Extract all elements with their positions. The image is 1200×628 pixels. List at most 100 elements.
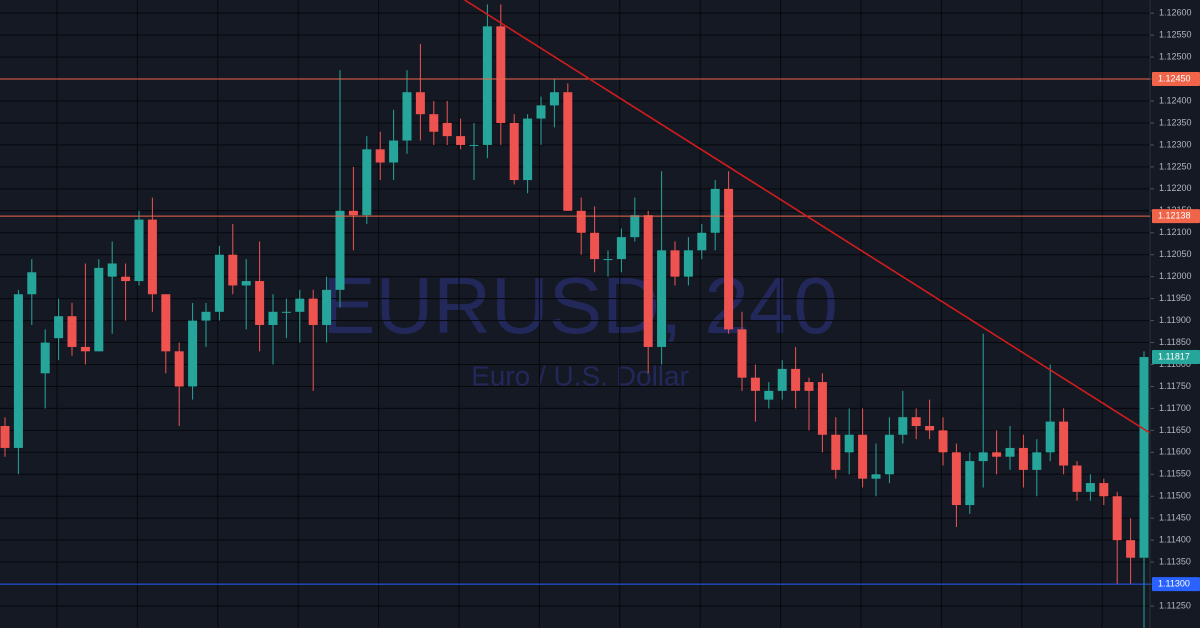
candle-body (322, 289, 332, 325)
candle-body (683, 250, 693, 277)
candle-body (147, 219, 157, 295)
candle-body (415, 92, 425, 115)
candle-body (777, 368, 787, 391)
candle-body (710, 188, 720, 233)
candle-body (442, 122, 452, 137)
level-label-box (1152, 577, 1200, 592)
y-tick-label: 1.12200 (1159, 183, 1192, 193)
candle-body (1018, 447, 1028, 470)
candle-body (791, 368, 801, 391)
last-price-box (1152, 350, 1200, 365)
watermark: EURUSD, 240 (322, 261, 838, 350)
candle-body (1032, 452, 1042, 470)
candle-body (496, 26, 506, 123)
candle-body (697, 232, 707, 251)
last-price-label: 1.11817 (1158, 351, 1190, 361)
candle-body (107, 263, 117, 277)
candle-body (804, 382, 814, 391)
candle-body (228, 254, 238, 286)
candle-body (871, 474, 881, 479)
candle-body (429, 114, 439, 132)
candle-body (616, 237, 626, 260)
candle-body (40, 342, 50, 374)
candle-body (858, 434, 868, 479)
candle-body (1085, 483, 1095, 492)
y-tick-label: 1.12050 (1159, 249, 1192, 259)
candle-body (54, 316, 64, 339)
y-tick-label: 1.11600 (1159, 447, 1191, 457)
candle-body (67, 316, 77, 347)
level-label-box (1152, 209, 1200, 224)
candle-body (201, 311, 211, 321)
y-tick-label: 1.12600 (1159, 8, 1192, 18)
candle-body (348, 210, 358, 216)
candle-body (643, 215, 653, 347)
candle-body (268, 311, 278, 325)
y-tick-label: 1.12500 (1159, 51, 1192, 61)
candle-body (536, 105, 546, 119)
candle-body (295, 298, 305, 312)
candle-body (563, 92, 573, 211)
candle-body (670, 250, 680, 277)
level-label: 1.12138 (1158, 210, 1191, 220)
candle-body (549, 92, 559, 106)
candle-body (724, 188, 734, 330)
y-tick-label: 1.11850 (1159, 337, 1191, 347)
candle-body (817, 382, 827, 435)
candle-body (335, 210, 345, 290)
candle-body (657, 250, 667, 347)
candle-body (161, 294, 171, 352)
candle-body (241, 281, 251, 286)
candle-body (737, 329, 747, 378)
candle-body (94, 267, 104, 352)
candle-body (402, 92, 412, 141)
candle-body (13, 294, 23, 448)
candle-body (911, 417, 921, 426)
candle-body (188, 320, 198, 387)
y-tick-label: 1.11550 (1159, 469, 1191, 479)
candle-body (831, 434, 841, 470)
candle-body (456, 136, 466, 145)
candle-body (80, 346, 90, 352)
y-tick-label: 1.11650 (1159, 425, 1191, 435)
candle-body (1139, 357, 1149, 558)
candle-body (174, 351, 184, 387)
candle-body (1059, 421, 1069, 466)
candle-body (764, 390, 774, 400)
candle-body (1126, 540, 1136, 558)
candle-body (1112, 496, 1122, 541)
candle-body (0, 425, 10, 448)
y-tick-label: 1.11700 (1159, 403, 1191, 413)
y-tick-label: 1.11250 (1159, 600, 1191, 610)
candle-body (375, 149, 385, 163)
candle-body (951, 452, 961, 506)
candle-body (1045, 421, 1055, 453)
candle-body (750, 377, 760, 391)
candle-body (630, 215, 640, 238)
candle-body (255, 281, 265, 325)
candle-body (844, 434, 854, 453)
candle-body (898, 417, 908, 435)
y-tick-label: 1.12000 (1159, 271, 1192, 281)
y-tick-label: 1.12350 (1159, 117, 1192, 127)
trendline (464, 0, 1150, 434)
level-label: 1.11300 (1158, 578, 1190, 588)
candle-body (978, 452, 988, 462)
candle-body (1072, 465, 1082, 492)
y-tick-label: 1.11400 (1159, 535, 1191, 545)
y-tick-label: 1.11450 (1159, 513, 1191, 523)
candle-body (482, 26, 492, 145)
candle-body (925, 425, 935, 431)
candle-body (509, 122, 519, 181)
y-tick-label: 1.11950 (1159, 293, 1191, 303)
candle-body (308, 298, 318, 325)
candle-body (576, 210, 586, 233)
candle-body (1005, 447, 1015, 457)
y-tick-label: 1.12250 (1159, 161, 1192, 171)
candle-body (590, 232, 600, 260)
candle-body (603, 259, 613, 261)
candle-body (1099, 483, 1109, 497)
y-tick-label: 1.11350 (1159, 557, 1191, 567)
candle-body (938, 430, 948, 453)
